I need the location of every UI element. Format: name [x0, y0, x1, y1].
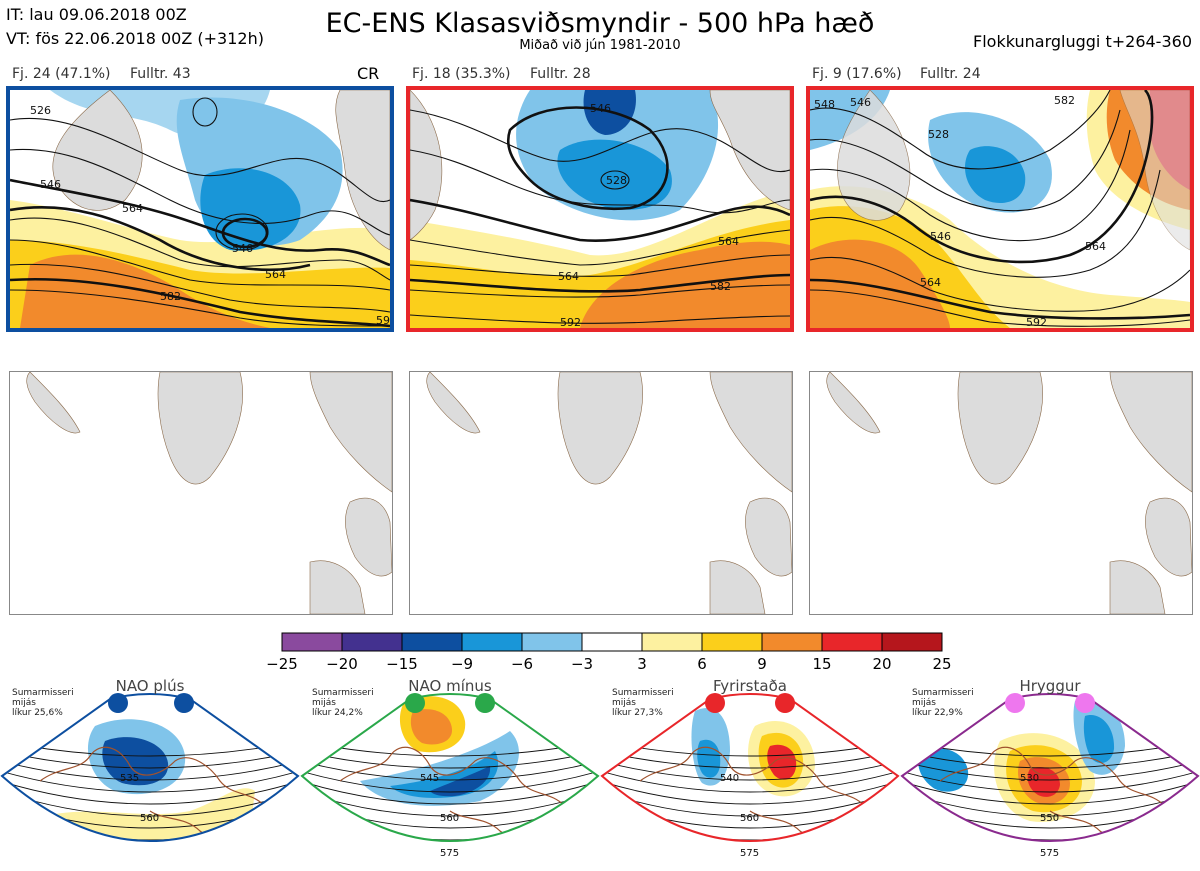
regime-contour-label: 560	[440, 813, 459, 824]
colorbar-swatch	[281, 632, 343, 652]
contour-label: 582	[160, 290, 181, 303]
colorbar-swatch	[821, 632, 883, 652]
contour-label: 564	[558, 270, 579, 283]
regime-contour-label: 545	[420, 773, 439, 784]
regime-map: 540 560 575	[600, 693, 900, 859]
cluster-1-label: Fj. 24 (47.1%)	[12, 66, 111, 82]
regime-marker-dot	[108, 693, 128, 713]
page-title: EC-ENS Klasasviðsmyndir - 500 hPa hæð	[325, 8, 875, 39]
contour-label: 592	[376, 314, 390, 327]
colorbar-swatch	[761, 632, 823, 652]
regime-map: 530 550 575	[900, 693, 1200, 859]
regime-marker-dot	[475, 693, 495, 713]
anomaly-colorbar	[281, 632, 943, 652]
regime-map: 545 560 575	[300, 693, 600, 859]
colorbar-swatch	[881, 632, 943, 652]
colorbar-swatch	[401, 632, 463, 652]
colorbar-tick-label: 25	[932, 655, 952, 673]
cluster-2-label: Fj. 18 (35.3%)	[412, 66, 511, 82]
valid-time: VT: fös 22.06.2018 00Z (+312h)	[6, 29, 264, 48]
initial-time: IT: lau 09.06.2018 00Z	[6, 5, 187, 24]
regime-title: NAO mínus	[408, 677, 492, 695]
contour-label: 528	[606, 174, 627, 187]
colorbar-tick-label: 3	[637, 655, 647, 673]
regime-marker-dot	[775, 693, 795, 713]
colorbar-swatch	[581, 632, 643, 652]
regime-contour-label: 575	[1040, 848, 1059, 859]
contour-label: 546	[930, 230, 951, 243]
regime-title: NAO plús	[115, 677, 185, 695]
colorbar-tick-label: −9	[450, 655, 474, 673]
colorbar-swatch	[641, 632, 703, 652]
contour-label: 526	[30, 104, 51, 117]
regime-contour-label: 575	[740, 848, 759, 859]
climatology-subtitle: Miðað við jún 1981-2010	[519, 38, 681, 53]
regime-map: 535 560	[0, 693, 300, 842]
regime-contour-label: 550	[1040, 813, 1059, 824]
colorbar-tick-label: −6	[510, 655, 534, 673]
regime-note: Sumarmisseri mijás líkur 27,3%	[612, 688, 674, 718]
contour-label: 546	[40, 178, 61, 191]
regime-marker-dot	[1075, 693, 1095, 713]
regime-marker-dot	[1005, 693, 1025, 713]
contour-label: 546	[590, 102, 611, 115]
contour-label: 546	[850, 96, 871, 109]
contour-label: 564	[718, 235, 739, 248]
contour-label: 564	[265, 268, 286, 281]
regime-contour-label: 560	[140, 813, 159, 824]
regime-contour-label: 530	[1020, 773, 1039, 784]
colorbar-swatch	[461, 632, 523, 652]
cluster-2-members: Fulltr. 28	[530, 66, 591, 82]
regime-marker-dot	[174, 693, 194, 713]
colorbar-tick-label: −3	[570, 655, 594, 673]
contour-label: 564	[122, 202, 143, 215]
regime-contour-label: 575	[440, 848, 459, 859]
regime-marker-dot	[705, 693, 725, 713]
cluster-3-label: Fj. 9 (17.6%)	[812, 66, 902, 82]
colorbar-swatch	[701, 632, 763, 652]
cluster-3-members: Fulltr. 24	[920, 66, 981, 82]
colorbar-tick-label: −20	[326, 655, 358, 673]
empty-map-panel-3	[809, 371, 1193, 615]
regime-note: Sumarmisseri mijás líkur 22,9%	[912, 688, 974, 718]
regime-marker-dot	[405, 693, 425, 713]
regime-title: Fyrirstaða	[713, 677, 787, 695]
contour-label: 582	[710, 280, 731, 293]
colorbar-tick-label: 9	[757, 655, 767, 673]
colorbar-swatch	[521, 632, 583, 652]
colorbar-tick-label: 20	[872, 655, 892, 673]
regime-contour-label: 535	[120, 773, 139, 784]
colorbar-swatch	[341, 632, 403, 652]
contour-label: 548	[814, 98, 835, 111]
regime-note: Sumarmisseri mijás líkur 25,6%	[12, 688, 74, 718]
cluster-1-members: Fulltr. 43	[130, 66, 191, 82]
contour-label: 564	[920, 276, 941, 289]
cluster-1-map: 526 546 546 564 564 582 592	[6, 86, 394, 332]
regime-title: Hryggur	[1019, 677, 1081, 695]
empty-map-panel-2	[409, 371, 793, 615]
contour-label: 592	[560, 316, 581, 328]
colorbar-tick-label: −25	[266, 655, 298, 673]
contour-label: 546	[232, 242, 253, 255]
regime-contour-label: 560	[740, 813, 759, 824]
contour-label: 564	[1085, 240, 1106, 253]
regime-note: Sumarmisseri mijás líkur 24,2%	[312, 688, 374, 718]
colorbar-tick-label: 15	[812, 655, 832, 673]
empty-map-panel-1	[9, 371, 393, 615]
classification-window: Flokkunargluggi t+264-360	[973, 32, 1192, 51]
cluster-2-map: 546 528 564 564 582 592	[406, 86, 794, 332]
cluster-3-map: 548 546 528 546 564 564 582 592	[806, 86, 1194, 332]
contour-label: 592	[1026, 316, 1047, 328]
colorbar-tick-label: 6	[697, 655, 707, 673]
regime-contour-label: 540	[720, 773, 739, 784]
cluster-1-tag: CR	[357, 64, 380, 83]
contour-label: 582	[1054, 94, 1075, 107]
colorbar-tick-label: −15	[386, 655, 418, 673]
contour-label: 528	[928, 128, 949, 141]
